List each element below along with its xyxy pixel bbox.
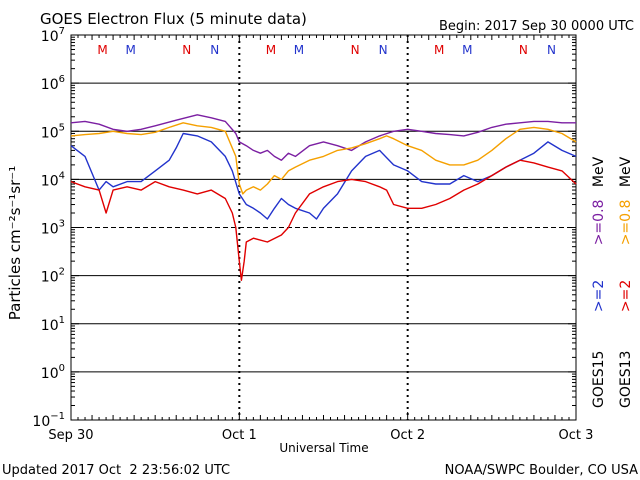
mn-marker: M [125,43,135,57]
x-tick-label: Oct 1 [222,428,257,443]
mn-marker: M [97,43,107,57]
begin-date-label: Begin: 2017 Sep 30 0000 UTC [439,19,634,34]
legend-goes15-high: >=0.8 [591,200,607,246]
series-line [70,132,577,220]
legend-goes13-row: GOES13 >=2 >=0.8 MeV [618,156,634,408]
legend-goes13-satellite: GOES13 [618,351,634,408]
mn-marker: M [294,43,304,57]
updated-timestamp: Updated 2017 Oct 2 23:56:02 UTC [2,463,230,478]
y-tick-label: 104 [41,170,65,189]
series-line [70,114,576,161]
mn-marker: N [519,43,528,57]
y-tick-label: 101 [41,315,65,334]
series-line [70,159,577,281]
mn-marker: N [547,43,556,57]
mn-marker: M [434,43,444,57]
plot-area: 10−1 100 101 102 103 104 105 106 107 Sep 30 Oct 1 O… [32,26,593,443]
y-tick-label: 103 [41,219,65,238]
x-axis-label: Universal Time [279,441,368,455]
mn-marker: N [182,43,191,57]
y-tick-label: 100 [41,363,65,382]
mn-marker: N [210,43,219,57]
mn-marker: N [351,43,360,57]
mn-marker: M [266,43,276,57]
x-tick-label: Oct 2 [390,428,425,443]
legend-goes13-high: >=0.8 [618,200,634,246]
chart-title: GOES Electron Flux (5 minute data) [40,10,307,28]
x-tick-label: Sep 30 [48,428,93,443]
legend: GOES15 >=2 >=0.8 MeV GOES13 >=2 >=0.8 Me… [591,156,634,408]
y-axis-label: Particles cm⁻²s⁻¹sr⁻¹ [6,166,24,320]
plot-frame [70,34,577,421]
legend-goes13-low: >=2 [618,280,634,312]
legend-unit-goes15: MeV [591,156,607,187]
x-tick-label: Oct 3 [559,428,594,443]
legend-goes15-row: GOES15 >=2 >=0.8 MeV [591,156,607,408]
legend-goes15-low: >=2 [591,280,607,312]
legend-unit-goes13: MeV [618,156,634,187]
y-tick-label: 106 [41,74,65,93]
y-tick-label: 10−1 [32,411,65,430]
mn-marker: N [379,43,388,57]
mn-marker: M [462,43,472,57]
y-tick-label: 102 [41,267,65,286]
legend-goes15-satellite: GOES15 [591,351,607,408]
series-line [70,122,577,195]
y-tick-label: 105 [41,122,65,141]
credit-line: NOAA/SWPC Boulder, CO USA [445,463,638,478]
y-tick-label: 107 [41,26,65,45]
